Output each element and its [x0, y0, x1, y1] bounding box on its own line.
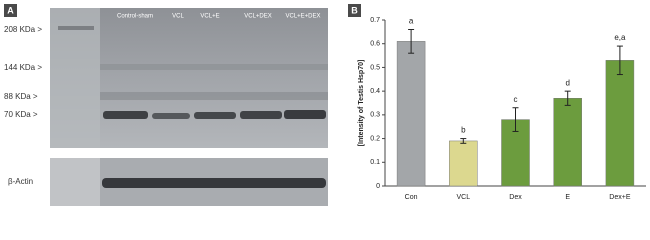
ladder-lane	[50, 8, 100, 148]
panel-a-labels: Control-sham VCL VCL+E VCL+DEX VCL+E+DEX 208 …	[4, 14, 321, 120]
x-tick-label: Con	[405, 194, 418, 201]
panel-label-box	[348, 4, 361, 17]
lane-label: Control-sham	[117, 14, 153, 20]
band	[103, 111, 148, 119]
band	[240, 111, 282, 119]
bar	[449, 140, 478, 187]
panel-label: B	[351, 5, 358, 15]
band	[100, 64, 328, 70]
marker-label: 208 KDa >	[4, 25, 42, 34]
y-tick-label: 0.7	[370, 17, 380, 24]
significance-letter: b	[461, 126, 466, 135]
y-tick-label: 0.5	[370, 64, 380, 71]
x-tick-label: Dex	[509, 194, 522, 201]
ladder-lane	[50, 158, 100, 206]
significance-letter: c	[514, 95, 518, 104]
marker-label: 88 KDa >	[4, 92, 38, 101]
actin-band	[102, 178, 326, 188]
y-tick-label: 0.2	[370, 135, 380, 142]
x-tick-label: Dex+E	[609, 194, 631, 201]
band	[152, 113, 190, 119]
band	[100, 92, 328, 100]
loading-control-label: β-Actin	[8, 177, 33, 186]
band	[284, 110, 326, 119]
y-tick-label: 0.3	[370, 112, 380, 119]
marker-label: 70 KDa >	[4, 110, 38, 119]
bar	[553, 98, 582, 187]
y-axis-title: [Intensity of Testis Hsp70]	[358, 60, 365, 147]
significance-letter: d	[565, 78, 569, 87]
lane-label: VCL+E+DEX	[285, 14, 320, 20]
band	[194, 112, 236, 119]
bar	[396, 41, 426, 187]
panel-label-box	[4, 4, 17, 17]
figure: A Control-sham VCL VCL+E VCL+DEX VCL+E+DEX 20…	[4, 4, 646, 206]
significance-letter: e,a	[614, 33, 626, 42]
bar	[605, 60, 635, 187]
marker-label: 144 KDa >	[4, 63, 42, 72]
y-tick-label: 0	[376, 183, 380, 190]
x-tick-label: VCL	[456, 194, 470, 201]
x-tick-label: E	[565, 194, 570, 201]
panel-label: A	[7, 5, 14, 15]
y-tick-label: 0.6	[370, 41, 380, 48]
y-tick-label: 0.4	[370, 88, 380, 95]
lane-label: VCL	[172, 14, 184, 20]
ladder-band	[58, 26, 94, 30]
lane-label: VCL+E	[200, 14, 219, 20]
significance-letter: a	[409, 17, 414, 26]
y-tick-label: 0.1	[370, 159, 380, 166]
bar-chart: 0 0.1 0.2 0.3 0.4 0.5 0.6 0.7 Con a VCL b Dex c Ed Dex+…	[370, 17, 646, 201]
lane-label: VCL+DEX	[244, 14, 272, 20]
